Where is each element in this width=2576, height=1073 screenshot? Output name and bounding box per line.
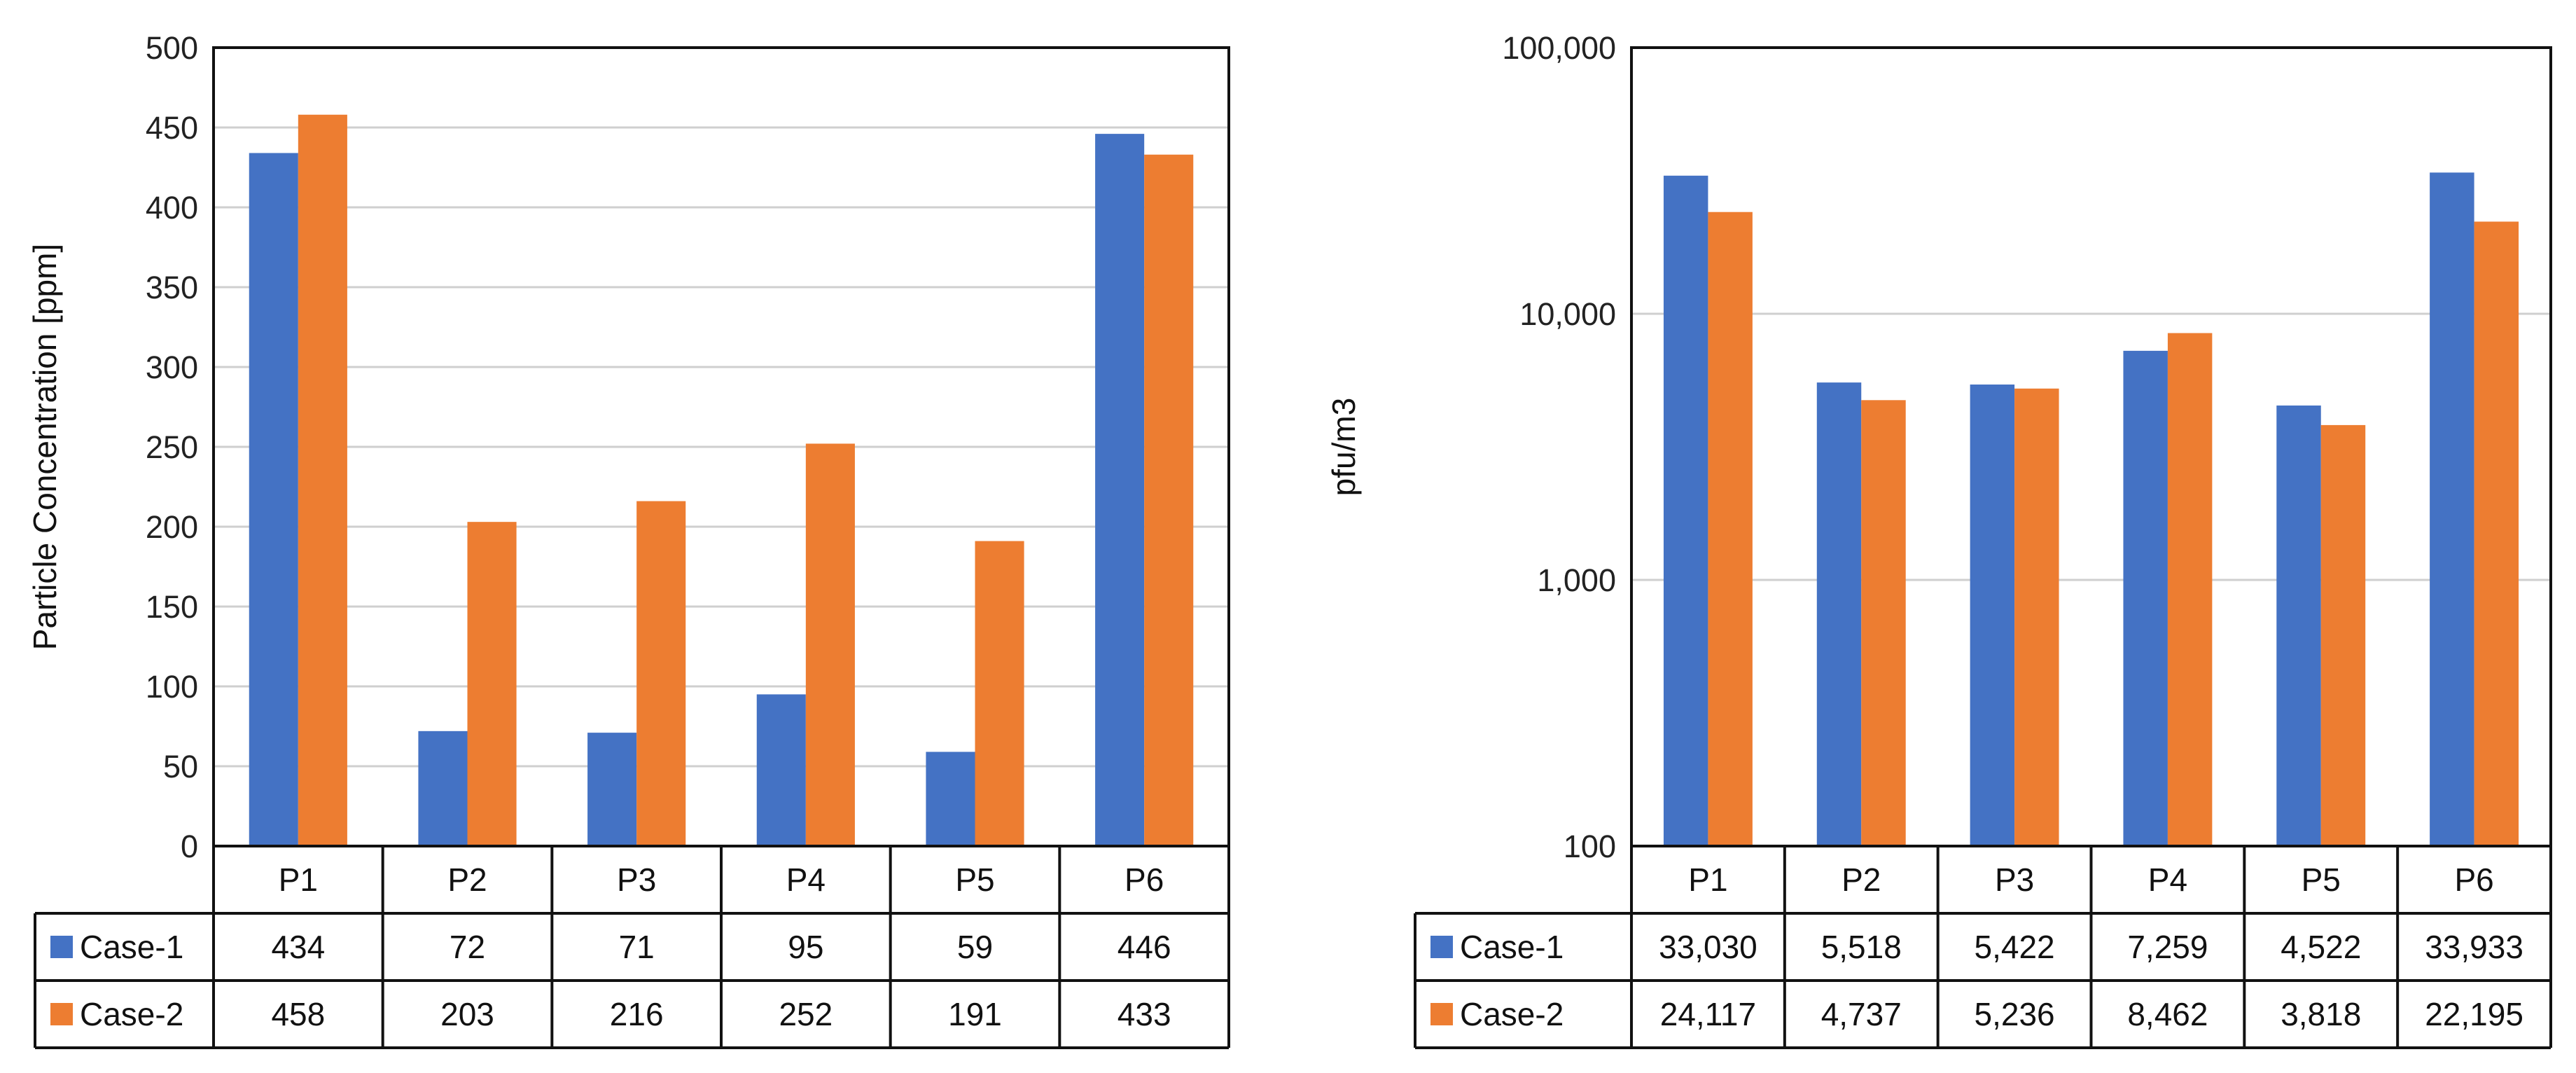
category-label: P3 <box>617 861 656 898</box>
y-tick-label: 50 <box>163 749 198 784</box>
bar-case-2-p4 <box>805 443 855 846</box>
y-tick-label: 400 <box>146 190 198 226</box>
bar-case-2-p3 <box>636 501 686 846</box>
data-table-cell: 8,462 <box>2127 996 2208 1032</box>
data-table-cell: 22,195 <box>2425 996 2523 1032</box>
bar-case-2-p6 <box>2474 221 2519 846</box>
bar-case-2-p4 <box>2167 333 2213 846</box>
data-table-cell: 71 <box>619 929 655 965</box>
y-tick-label: 500 <box>146 30 198 66</box>
data-table-cell: 95 <box>788 929 823 965</box>
right-chart: 100 1,000 10,000 100,000 pfu/m3 P1 P2 P3 P4 P5 P6 C… <box>1325 30 2552 1049</box>
data-table-cell: 7,259 <box>2127 929 2208 965</box>
data-table-cell: 33,030 <box>1659 929 1757 965</box>
legend-label-case-1: Case-1 <box>80 929 183 965</box>
y-tick-label: 100,000 <box>1502 30 1616 66</box>
bar-case-2-p6 <box>1144 154 1194 846</box>
bar-case-2-p5 <box>2320 424 2366 846</box>
bar-case-1-p2 <box>418 731 468 846</box>
y-tick-label: 100 <box>146 669 198 705</box>
data-table-cell: 458 <box>271 996 325 1032</box>
data-table-cell: 434 <box>271 929 325 965</box>
category-label: P2 <box>447 861 487 898</box>
bar-case-1-p1 <box>1663 175 1708 846</box>
legend-swatch-case-1 <box>50 936 73 958</box>
data-table-cell: 59 <box>957 929 993 965</box>
data-table-cell: 191 <box>948 996 1002 1032</box>
bar-case-2-p2 <box>1861 400 1906 846</box>
bar-case-1-p6 <box>1095 134 1145 846</box>
bar-case-1-p5 <box>2276 405 2321 846</box>
bar-case-1-p4 <box>756 694 806 846</box>
bar-case-2-p2 <box>467 522 517 846</box>
bar-case-1-p3 <box>1970 385 2015 846</box>
y-tick-label: 1,000 <box>1537 562 1616 598</box>
data-table-cell: 5,236 <box>1975 996 2055 1032</box>
bar-case-2-p1 <box>1708 212 1753 846</box>
data-table-cell: 24,117 <box>1660 996 1756 1032</box>
data-table-cell: 72 <box>450 929 485 965</box>
category-label: P4 <box>786 861 826 898</box>
y-tick-label: 100 <box>1564 829 1616 864</box>
data-table-cell: 3,818 <box>2281 996 2361 1032</box>
y-tick-label: 300 <box>146 349 198 385</box>
legend-label-case-1: Case-1 <box>1460 929 1564 965</box>
legend-label-case-2: Case-2 <box>80 996 183 1032</box>
y-tick-label: 450 <box>146 110 198 146</box>
legend-swatch-case-1 <box>1430 936 1453 958</box>
category-label: P3 <box>1995 861 2034 898</box>
bar-case-2-p1 <box>298 114 347 846</box>
y-tick-label: 200 <box>146 509 198 545</box>
y-tick-label: 0 <box>181 829 198 864</box>
category-label: P5 <box>955 861 994 898</box>
bar-case-1-p4 <box>2123 350 2168 846</box>
data-table-cell: 4,737 <box>1821 996 1902 1032</box>
bar-case-1-p6 <box>2430 172 2474 847</box>
data-table-cell: 216 <box>610 996 664 1032</box>
category-label: P4 <box>2148 861 2187 898</box>
y-tick-label: 350 <box>146 270 198 305</box>
category-label: P6 <box>2454 861 2493 898</box>
data-table-cell: 33,933 <box>2425 929 2523 965</box>
bar-case-2-p5 <box>975 541 1024 846</box>
bar-case-1-p1 <box>249 153 298 847</box>
data-table-cell: 5,518 <box>1821 929 1902 965</box>
y-axis-title: Particle Concentration [ppm] <box>27 244 63 650</box>
y-tick-label: 150 <box>146 589 198 625</box>
data-table-cell: 433 <box>1118 996 1171 1032</box>
y-tick-label: 250 <box>146 429 198 465</box>
category-label: P5 <box>2302 861 2341 898</box>
y-axis-title: pfu/m3 <box>1325 398 1362 497</box>
category-label: P1 <box>279 861 318 898</box>
legend-label-case-2: Case-2 <box>1460 996 1564 1032</box>
category-label: P6 <box>1125 861 1164 898</box>
bar-case-1-p5 <box>926 752 975 846</box>
category-label: P1 <box>1688 861 1727 898</box>
plot-border <box>1630 46 2552 847</box>
bar-case-1-p3 <box>587 733 637 846</box>
data-table-cell: 252 <box>779 996 833 1032</box>
category-label: P2 <box>1842 861 1881 898</box>
y-tick-label: 10,000 <box>1519 296 1616 332</box>
data-table-cell: 203 <box>440 996 494 1032</box>
legend-swatch-case-2 <box>1430 1003 1453 1025</box>
data-table-cell: 446 <box>1118 929 1171 965</box>
left-chart: 0 50 100 150 200 250 300 350 400 450 500 Particle C… <box>27 30 1230 1049</box>
data-table-cell: 5,422 <box>1975 929 2055 965</box>
legend-swatch-case-2 <box>50 1003 73 1025</box>
bar-case-1-p2 <box>1816 382 1862 846</box>
bar-case-2-p3 <box>2014 388 2059 846</box>
data-table-cell: 4,522 <box>2281 929 2361 965</box>
